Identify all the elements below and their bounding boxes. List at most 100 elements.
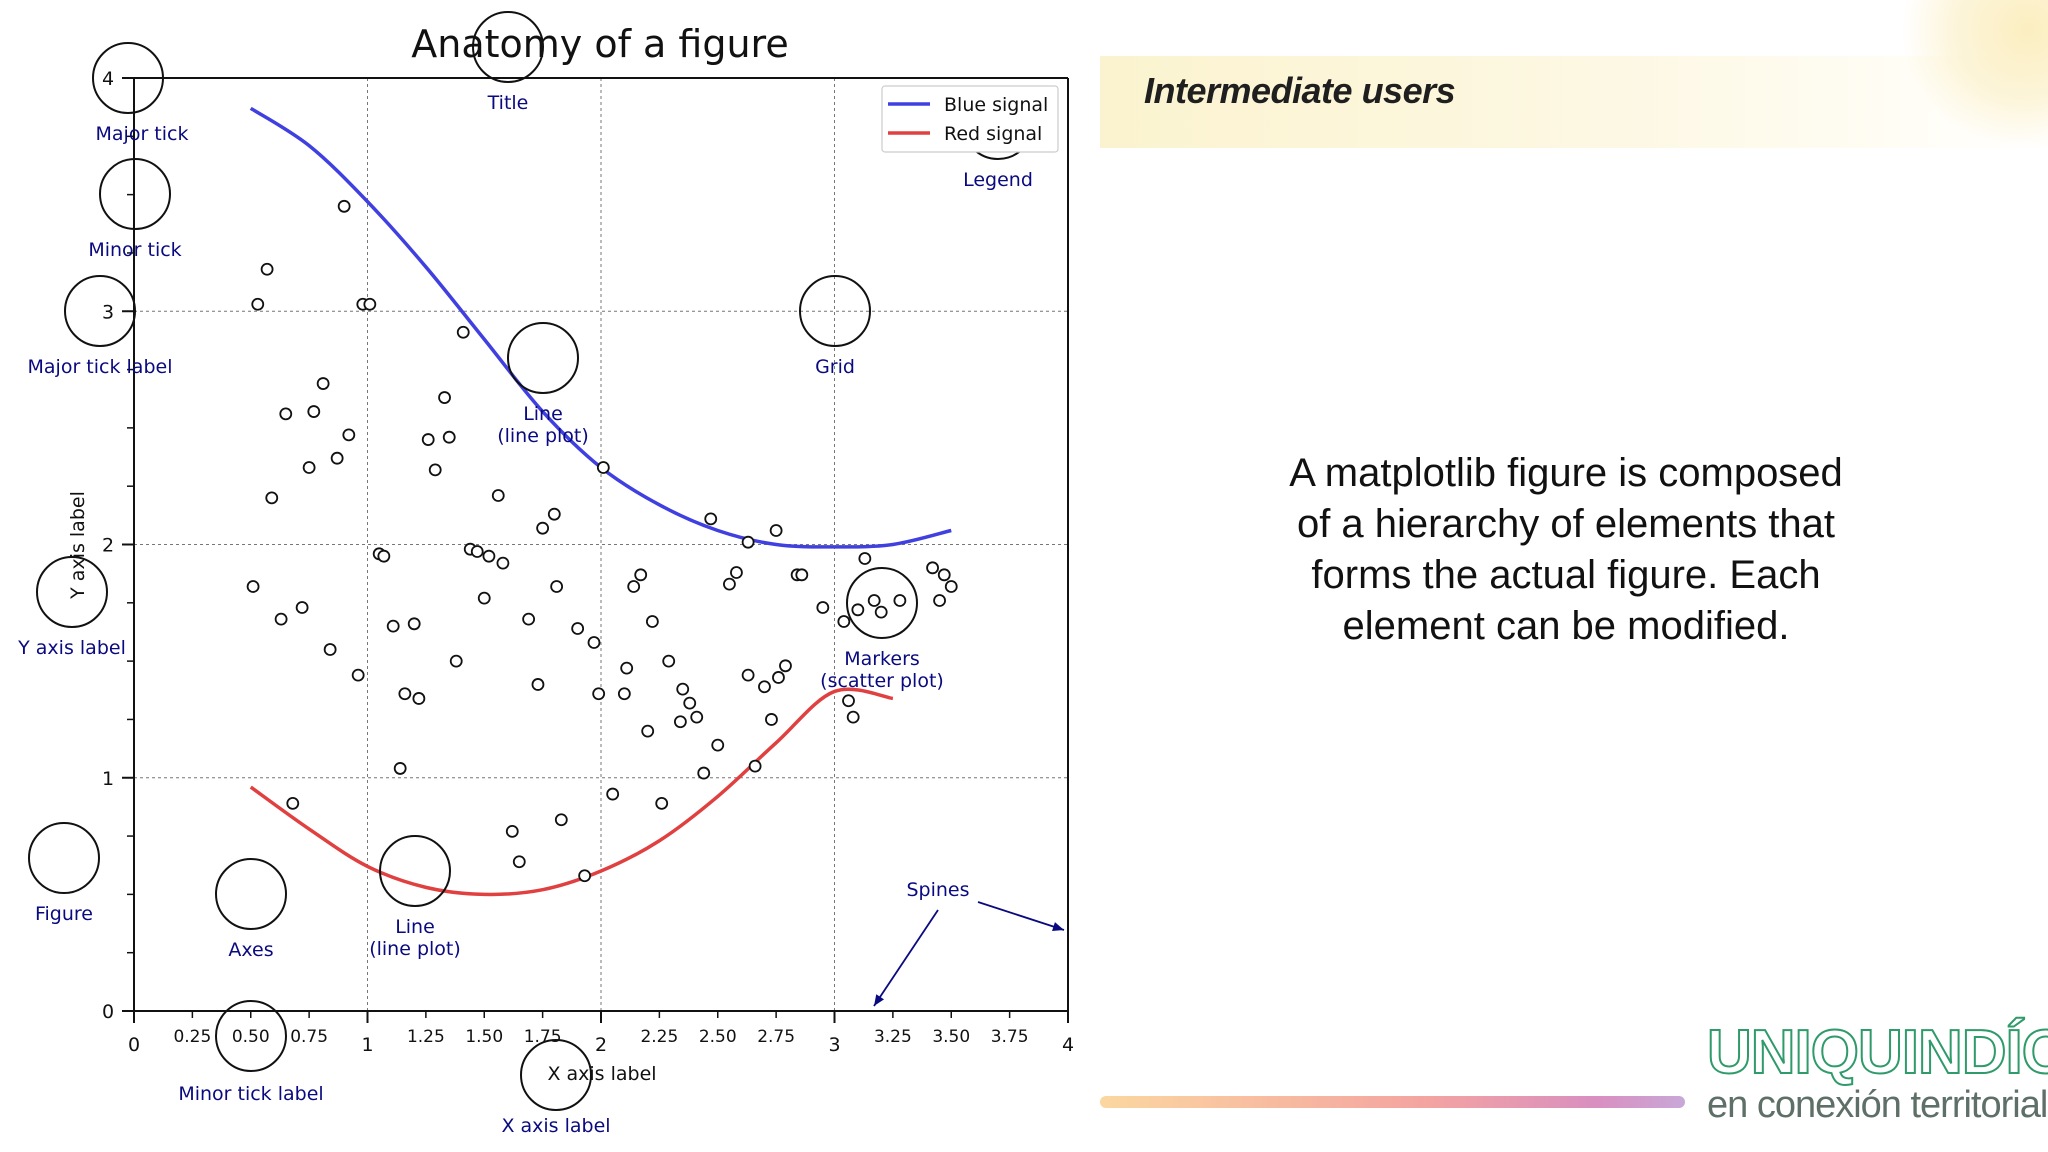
legend-entry: Blue signal xyxy=(944,94,1048,116)
spines-arrowhead xyxy=(1052,922,1064,932)
x-major-tick-label: 0 xyxy=(128,1034,140,1056)
scatter-point xyxy=(795,568,809,582)
slide-description: A matplotlib figure is composed of a hie… xyxy=(1289,451,1843,648)
scatter-point xyxy=(606,787,620,801)
scatter-point xyxy=(377,549,391,563)
annotation-circle xyxy=(215,858,287,930)
scatter-point xyxy=(723,577,736,591)
scatter-point xyxy=(470,545,484,558)
x-minor-tick-label: 2.50 xyxy=(699,1027,737,1047)
annotation-circle xyxy=(520,1039,592,1111)
scatter-point xyxy=(351,668,365,682)
spines-arrowhead xyxy=(874,994,885,1006)
annotation-label: Minor tick label xyxy=(178,1083,323,1105)
annotation-label: Line xyxy=(523,403,563,425)
annotation-label: Title xyxy=(487,92,529,114)
annotation-circle xyxy=(28,822,100,894)
scatter-point xyxy=(512,855,526,869)
scatter-point xyxy=(522,612,536,626)
y-major-tick-label: 1 xyxy=(102,768,114,790)
scatter-point xyxy=(837,615,851,628)
scatter-point xyxy=(442,430,456,444)
scatter-point xyxy=(342,428,356,442)
scatter-point xyxy=(944,580,958,593)
scatter-point xyxy=(505,824,519,838)
annotation-circle xyxy=(215,1000,287,1072)
scatter-point xyxy=(449,654,463,668)
x-major-tick-label: 1 xyxy=(361,1034,373,1056)
scatter-point xyxy=(676,682,690,696)
scatter-point xyxy=(587,636,601,649)
scatter-point xyxy=(620,661,634,675)
scatter-point xyxy=(554,813,568,827)
scatter-point xyxy=(769,524,783,537)
scatter-point xyxy=(279,407,293,421)
scatter-markers xyxy=(246,199,958,883)
scatter-point xyxy=(937,568,951,582)
scatter-point xyxy=(617,687,631,701)
x-minor-tick-label: 2.25 xyxy=(640,1027,678,1047)
x-minor-tick-label: 3.50 xyxy=(932,1027,970,1047)
scatter-point xyxy=(655,797,669,810)
scatter-point xyxy=(265,491,279,505)
scatter-point xyxy=(477,591,491,605)
scatter-point xyxy=(592,687,606,701)
scatter-point xyxy=(491,489,505,502)
series-lines xyxy=(249,106,952,897)
annotation-label: Legend xyxy=(963,169,1033,191)
scatter-point xyxy=(251,297,265,311)
scatter-point xyxy=(926,561,939,575)
scatter-point xyxy=(641,724,655,738)
anatomy-figure: 0 1 2 3 4 0.25 0.50 0.75 1.25 1.50 1.75 2.25 2.50 2.7… xyxy=(17,11,1074,1137)
legend-entry: Red signal xyxy=(944,123,1042,145)
annotation-circles xyxy=(28,11,1034,1111)
scatter-point xyxy=(578,869,592,883)
scatter-point xyxy=(260,262,274,276)
scatter-point xyxy=(302,461,316,474)
scatter-point xyxy=(846,710,860,724)
annotation-circle xyxy=(99,158,171,230)
scatter-point xyxy=(596,461,610,474)
x-minor-tick-label: 2.75 xyxy=(757,1027,795,1047)
scatter-point xyxy=(858,552,872,565)
annotation-label: Spines xyxy=(906,879,969,901)
x-minor-tick-label: 1.50 xyxy=(465,1027,503,1047)
scatter-point xyxy=(386,619,400,633)
x-minor-tick-label: 0.25 xyxy=(173,1027,211,1047)
annotation-circle xyxy=(799,275,871,347)
scatter-point xyxy=(711,738,725,752)
scatter-point xyxy=(550,580,564,593)
annotation-circle xyxy=(846,567,918,639)
x-minor-tick-label: 1.75 xyxy=(524,1027,562,1047)
annotation-label: Figure xyxy=(35,903,93,925)
scatter-point xyxy=(741,668,755,682)
annotation-circle xyxy=(36,556,108,628)
scatter-point xyxy=(741,535,755,549)
slide-header-title: Intermediate users xyxy=(1144,70,1456,111)
scatter-point xyxy=(816,601,830,614)
scatter-point xyxy=(323,643,337,656)
scatter-point xyxy=(842,694,855,708)
ticks xyxy=(122,77,1069,1023)
scatter-point xyxy=(438,391,451,404)
scatter-point xyxy=(779,659,792,673)
scatter-point xyxy=(867,594,881,607)
annotation-labels: Title Major tick Minor tick Major tick labe… xyxy=(17,92,1033,1137)
scatter-point xyxy=(683,696,697,710)
scatter-point xyxy=(730,566,743,579)
tick-labels: 0 1 2 3 4 0.25 0.50 0.75 1.25 1.50 1.75 2.25 2.50 2.7… xyxy=(102,68,1074,1056)
scatter-point xyxy=(407,617,421,631)
scatter-point xyxy=(933,594,946,607)
spines-arrow-line xyxy=(873,909,939,1007)
x-major-tick-label: 4 xyxy=(1062,1034,1074,1056)
scatter-point xyxy=(874,605,888,619)
scatter-point xyxy=(673,715,687,729)
scatter-point xyxy=(690,710,704,724)
x-minor-tick-label: 3.75 xyxy=(991,1027,1029,1047)
x-minor-tick-label: 0.50 xyxy=(232,1027,270,1047)
scatter-point xyxy=(496,556,510,570)
header-band xyxy=(1100,56,2048,148)
annotation-circle xyxy=(64,275,136,347)
scatter-point xyxy=(428,463,442,477)
annotation-circle xyxy=(92,42,164,114)
